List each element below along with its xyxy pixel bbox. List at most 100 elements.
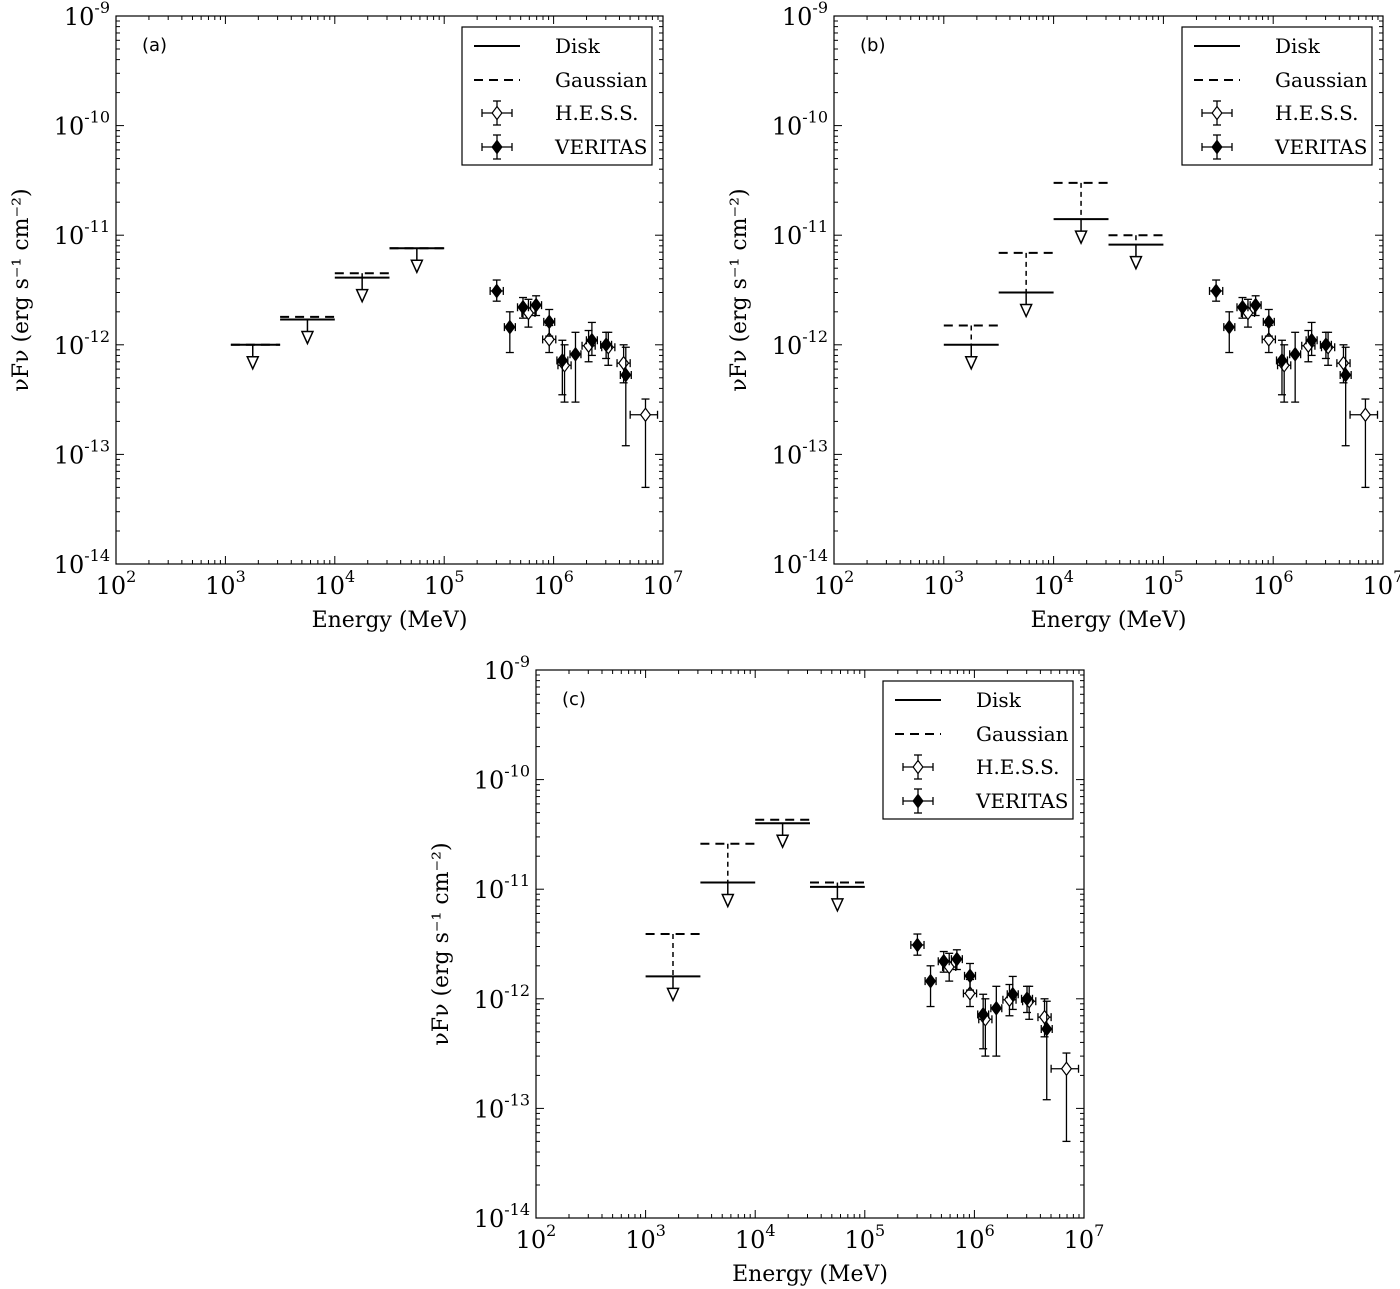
veritas-point <box>1249 295 1262 317</box>
veritas-point <box>1339 346 1352 447</box>
x-tick-label: 104 <box>314 567 355 600</box>
upper-limit-arrow <box>1129 255 1143 271</box>
legend-veritas-swatch <box>1201 134 1233 160</box>
veritas-point <box>910 933 925 956</box>
veritas-point <box>950 949 963 971</box>
hess-marker <box>617 355 630 371</box>
veritas-marker <box>491 283 503 299</box>
axis-ticks <box>535 669 1085 1219</box>
veritas-point <box>585 321 599 357</box>
x-tick-label: 103 <box>923 567 964 600</box>
veritas-marker <box>964 968 976 984</box>
chart-panel-1: 102 103 104 105 106 107 10-14 10-13 10-12 10-11 10… <box>9 0 683 633</box>
veritas-marker <box>1320 337 1332 353</box>
y-tick-label: 10-11 <box>474 871 530 904</box>
upper-limit-arrow <box>666 987 680 1003</box>
veritas-marker <box>1021 991 1033 1007</box>
legend-entry: Disk <box>555 34 601 58</box>
veritas-point <box>600 331 613 360</box>
upper-limit-arrow <box>410 259 424 275</box>
veritas-marker <box>911 937 924 953</box>
veritas-point <box>543 308 556 337</box>
legend-hess-swatch <box>902 754 934 780</box>
y-tick-label: 10-10 <box>54 108 110 141</box>
veritas-marker <box>951 951 963 967</box>
y-axis-label: νFν (erg s⁻¹ cm⁻²) <box>727 188 752 391</box>
plot-frame <box>535 669 1085 1219</box>
hess-point <box>557 344 572 403</box>
veritas-point <box>569 331 582 403</box>
veritas-point <box>503 311 516 354</box>
veritas-point <box>556 339 569 396</box>
legend-entry: Gaussian <box>1275 68 1368 92</box>
legend-entry: VERITAS <box>554 135 647 159</box>
veritas-marker <box>517 299 529 315</box>
veritas-point <box>963 962 977 991</box>
x-tick-label: 104 <box>735 1221 776 1254</box>
veritas-point <box>619 346 632 447</box>
x-tick-label: 106 <box>954 1221 995 1254</box>
legend-marker <box>1211 139 1223 155</box>
x-tick-label: 105 <box>844 1221 885 1254</box>
veritas-point <box>1223 311 1236 354</box>
legend: Disk Gaussian H.E.S.S. VERITAS <box>461 26 653 166</box>
y-axis-label: νFν (erg s⁻¹ cm⁻²) <box>9 188 34 391</box>
legend-box <box>1181 26 1373 166</box>
veritas-marker <box>1041 1021 1053 1037</box>
legend-veritas-swatch <box>481 134 513 160</box>
veritas-marker <box>1289 346 1301 362</box>
upper-limit-arrow <box>355 288 369 304</box>
veritas-marker <box>1250 297 1262 313</box>
x-tick-label: 103 <box>625 1221 666 1254</box>
veritas-point <box>924 965 937 1008</box>
upper-limit-arrow <box>964 356 978 371</box>
veritas-point <box>1236 296 1249 319</box>
veritas-point <box>937 950 950 973</box>
veritas-marker <box>1263 314 1275 330</box>
y-tick-label: 10-12 <box>772 327 828 360</box>
y-tick-label: 10-13 <box>54 436 110 469</box>
y-tick-label: 10-14 <box>772 546 828 579</box>
veritas-marker <box>1306 332 1318 348</box>
x-axis-label: Energy (MeV) <box>312 608 468 633</box>
veritas-marker <box>990 1000 1002 1016</box>
x-tick-label: 102 <box>96 567 137 600</box>
hess-point <box>1050 1052 1080 1143</box>
plot-frame <box>833 15 1384 565</box>
veritas-marker <box>1223 319 1235 335</box>
veritas-point <box>1289 331 1302 403</box>
legend-veritas-swatch <box>902 788 934 814</box>
y-tick-label: 10-12 <box>54 327 110 360</box>
x-tick-label: 106 <box>1253 567 1294 600</box>
y-tick-label: 10-10 <box>474 762 530 795</box>
hess-point <box>978 998 993 1057</box>
legend-entry: VERITAS <box>975 789 1068 813</box>
veritas-marker <box>977 1006 989 1022</box>
hess-marker <box>639 407 652 423</box>
legend-hess-swatch <box>1201 100 1233 126</box>
legend-entry: Disk <box>976 688 1022 712</box>
veritas-point <box>489 279 504 302</box>
upper-limit-arrow <box>300 330 315 346</box>
y-tick-label: 10-9 <box>64 0 110 31</box>
veritas-point <box>516 296 530 319</box>
veritas-marker <box>569 346 582 362</box>
panel-label: (a) <box>142 35 167 56</box>
y-tick-label: 10-9 <box>782 0 828 31</box>
y-tick-label: 10-11 <box>54 217 110 250</box>
veritas-marker <box>504 319 516 335</box>
x-tick-label: 104 <box>1033 567 1074 600</box>
x-tick-label: 107 <box>1363 567 1400 600</box>
y-tick-label: 10-13 <box>474 1090 530 1123</box>
plot-frame <box>115 15 664 565</box>
veritas-point <box>530 295 543 317</box>
x-tick-label: 105 <box>1143 567 1184 600</box>
veritas-marker <box>556 352 568 368</box>
upper-limit-arrow <box>1074 230 1088 245</box>
y-tick-label: 10-11 <box>772 217 828 250</box>
veritas-marker <box>1276 352 1288 368</box>
y-tick-label: 10-13 <box>772 436 828 469</box>
legend-entry: Disk <box>1275 34 1321 58</box>
y-tick-label: 10-10 <box>772 108 828 141</box>
hess-point <box>1349 398 1379 489</box>
